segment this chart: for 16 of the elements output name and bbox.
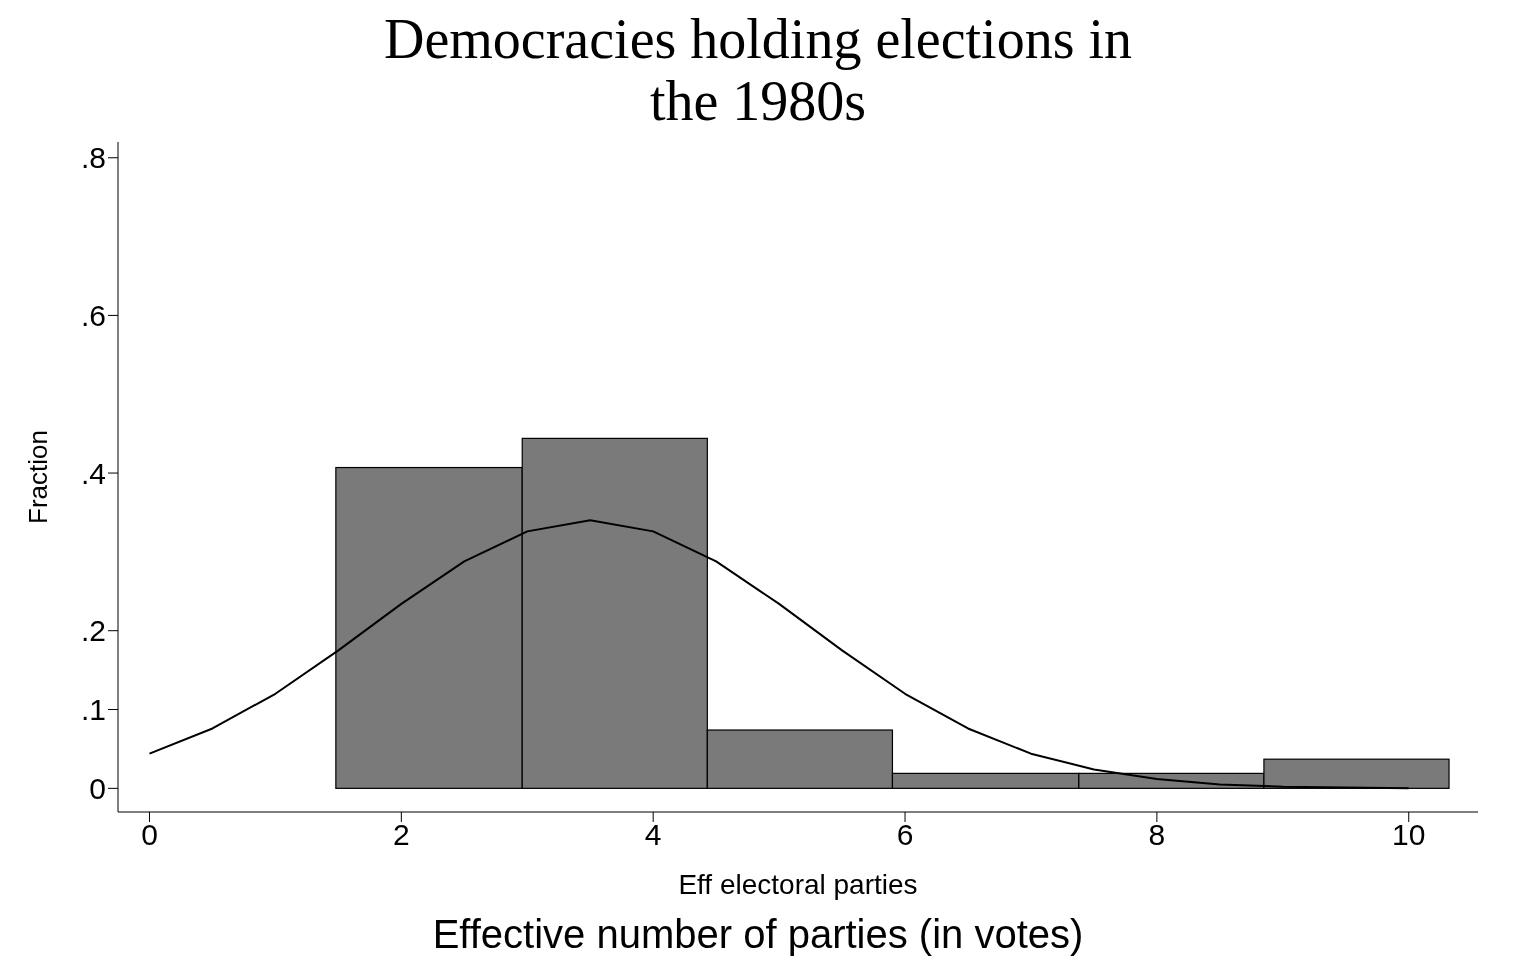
x-tick-label: 10 xyxy=(1392,818,1426,852)
y-axis-title: Fraction xyxy=(23,430,54,524)
y-tick-label: .1 xyxy=(80,693,106,727)
y-tick-label: .8 xyxy=(80,141,106,175)
x-tick-label: 4 xyxy=(644,818,662,852)
x-tick-label: 8 xyxy=(1148,818,1166,852)
y-tick-label: .4 xyxy=(80,456,106,490)
chart-title: Democracies holding elections in the 1980s xyxy=(383,8,1133,132)
x-tick-label: 2 xyxy=(392,818,410,852)
x-axis-title: Eff electoral parties xyxy=(678,869,918,900)
y-tick-label: .6 xyxy=(80,299,106,333)
y-tick-label: 0 xyxy=(89,772,106,805)
text: Effective number of parties (in votes) xyxy=(431,912,1085,957)
x-tick-label: 6 xyxy=(896,818,914,852)
y-tick-label: .2 xyxy=(80,614,106,648)
x-tick-label: 0 xyxy=(141,818,158,852)
